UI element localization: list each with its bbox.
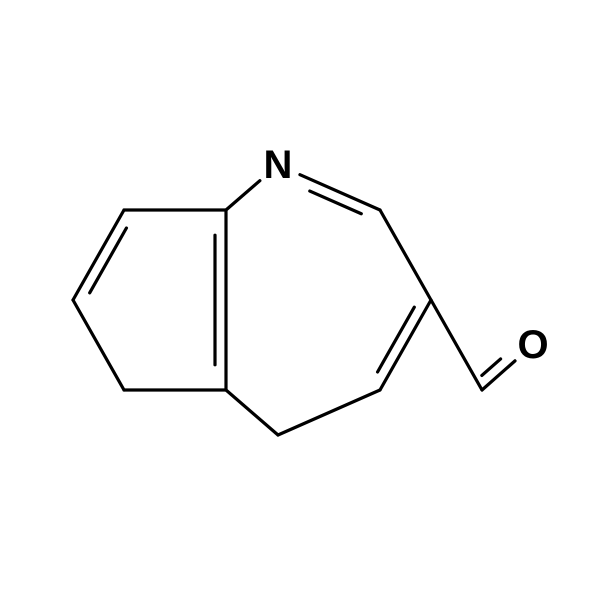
atom-label-n: N [264, 143, 293, 187]
bond-line-9 [278, 390, 380, 435]
bond-line-12b [482, 359, 501, 376]
bond-line-5 [226, 181, 260, 210]
bond-line-7 [380, 210, 431, 300]
bond-line [73, 210, 124, 300]
atom-label-o: O [517, 323, 548, 367]
bond-line-12 [482, 361, 515, 390]
bond-line-6b [310, 191, 361, 214]
bond-line-10 [226, 390, 278, 435]
bond-line-11 [431, 300, 482, 390]
bond-line-8 [380, 300, 431, 390]
bond-line-4 [73, 300, 124, 390]
molecule-diagram: NO [0, 0, 600, 600]
bonds-layer [73, 175, 515, 435]
